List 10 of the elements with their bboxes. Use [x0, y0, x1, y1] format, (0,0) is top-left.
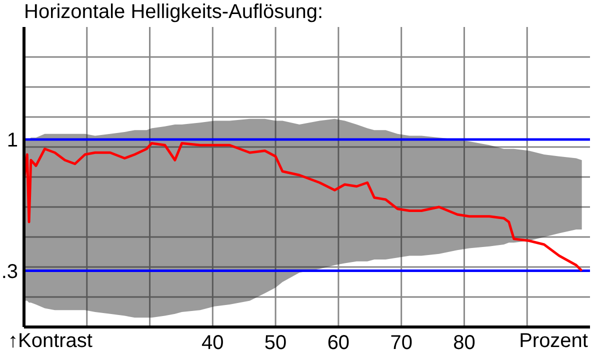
chart-title: Horizontale Helligkeits-Auflösung: — [24, 0, 324, 24]
text: ↑Kontrast — [8, 330, 92, 353]
x-tick-label: 50 — [264, 332, 287, 354]
x-tick-label: 80 — [453, 332, 476, 354]
ref-line-label: 1 — [6, 130, 18, 152]
text: Prozent — [519, 330, 588, 353]
ref-line-label: .3 — [1, 260, 18, 283]
x-tick-label: 70 — [390, 332, 412, 354]
x-tick-label: 60 — [327, 332, 350, 354]
x-tick-label: 40 — [202, 332, 224, 354]
